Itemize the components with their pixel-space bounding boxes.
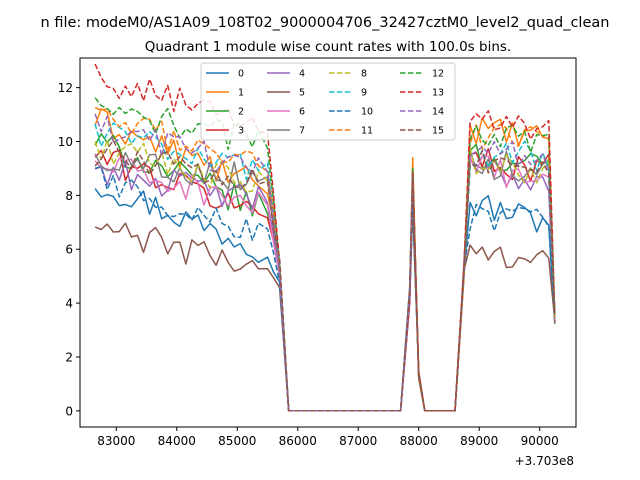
legend-label-8: 8 [361,69,367,80]
figure-suptitle: n file: modeM0/AS1A09_108T02_9000004706_… [41,15,610,31]
x-offset-label: +3.703e8 [515,454,574,468]
legend-label-15: 15 [432,126,444,137]
x-tick-label: 90000 [521,434,559,448]
x-axis: 83000 84000 85000 86000 87000 88000 89000 90000 [97,427,559,448]
legend-label-2: 2 [238,107,244,118]
legend-label-10: 10 [361,107,373,118]
legend-label-9: 9 [361,88,367,99]
y-tick-label: 12 [58,81,73,95]
series-line-14 [94,113,556,412]
legend-label-1: 1 [238,88,244,99]
y-tick-label: 0 [65,404,73,418]
legend-label-12: 12 [432,69,444,80]
legend-frame [200,62,456,141]
y-axis: 0 2 4 6 8 10 12 [58,81,80,418]
series-line-8 [94,139,556,412]
y-tick-label: 10 [58,135,73,149]
x-tick-label: 86000 [279,434,317,448]
y-tick-label: 2 [65,350,73,364]
series-line-12 [94,97,556,412]
legend-label-4: 4 [299,69,305,80]
x-tick-label: 87000 [339,434,377,448]
series-layer [94,63,556,412]
axes-frame [79,57,577,428]
x-tick-label: 88000 [400,434,438,448]
x-tick-label: 83000 [97,434,135,448]
x-tick-label: 89000 [460,434,498,448]
legend-label-6: 6 [299,107,305,118]
legend-label-13: 13 [432,88,444,99]
y-tick-label: 4 [65,297,73,311]
y-tick-label: 8 [65,189,73,203]
y-tick-label: 6 [65,243,73,257]
series-line-15 [94,139,556,412]
legend-label-0: 0 [238,69,244,80]
legend-label-11: 11 [361,126,373,137]
x-tick-label: 84000 [158,434,196,448]
x-tick-label: 85000 [218,434,256,448]
legend-label-3: 3 [238,126,244,137]
legend-label-5: 5 [299,88,305,99]
legend-label-14: 14 [432,107,444,118]
chart-title: Quadrant 1 module wise count rates with … [145,39,511,55]
legend-label-7: 7 [299,126,305,137]
